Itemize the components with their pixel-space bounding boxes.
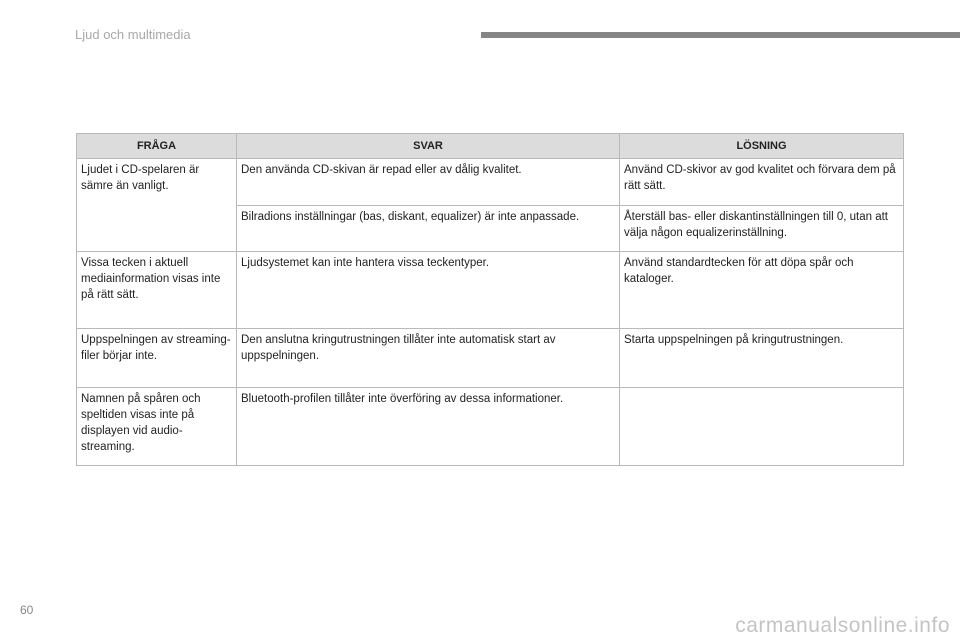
troubleshooting-table: FRÅGA SVAR LÖSNING Ljudet i CD-spelaren … [76, 133, 904, 466]
answer-cell: Ljudsystemet kan inte hantera vissa teck… [236, 251, 620, 329]
table-row: Vissa tecken i aktuell mediainformation … [76, 251, 904, 329]
answer-cell: Bilradions inställningar (bas, diskant, … [236, 205, 620, 252]
question-cell: Namnen på spåren och speltiden visas int… [76, 387, 237, 466]
watermark-logo: carmanualsonline.info [735, 614, 950, 637]
column-header-question: FRÅGA [76, 133, 237, 159]
header-bar [481, 32, 960, 38]
section-title: Ljud och multimedia [75, 27, 191, 42]
table-header-row: FRÅGA SVAR LÖSNING [76, 133, 904, 159]
answer-cell: Den anslutna kringutrustningen tillåter … [236, 328, 620, 388]
solution-cell: Återställ bas- eller diskantinställninge… [619, 205, 904, 252]
question-cell: Vissa tecken i aktuell mediainformation … [76, 251, 237, 329]
solution-cell: Använd CD-skivor av god kvalitet och för… [619, 158, 904, 206]
table-row: Ljudet i CD-spelaren är sämre än vanligt… [76, 158, 904, 252]
solution-cell: Använd standardtecken för att döpa spår … [619, 251, 904, 329]
table-row: Namnen på spåren och speltiden visas int… [76, 387, 904, 466]
question-cell: Ljudet i CD-spelaren är sämre än vanligt… [76, 158, 237, 252]
question-cell: Uppspelningen av streaming-filer börjar … [76, 328, 237, 388]
page-number: 60 [20, 603, 34, 617]
answer-cell: Bluetooth-profilen tillåter inte överför… [236, 387, 620, 466]
table-row: Bilradions inställningar (bas, diskant, … [77, 205, 904, 252]
solution-cell [619, 387, 904, 466]
table-row: Uppspelningen av streaming-filer börjar … [76, 328, 904, 388]
answer-cell: Den använda CD-skivan är repad eller av … [236, 158, 620, 206]
solution-cell: Starta uppspelningen på kringutrustninge… [619, 328, 904, 388]
column-header-answer: SVAR [236, 133, 620, 159]
column-header-solution: LÖSNING [619, 133, 904, 159]
